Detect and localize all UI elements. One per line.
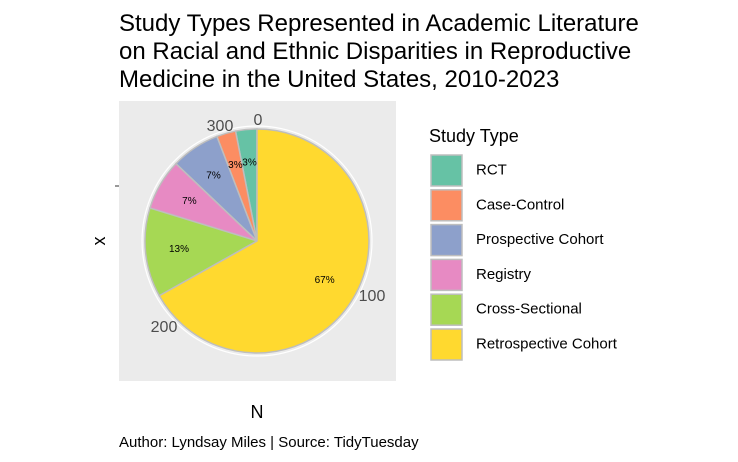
percent-labels: 3%3% 7% 7% 13% 67% (169, 158, 335, 287)
percent-label: 7% (182, 196, 197, 207)
legend-key (430, 328, 463, 361)
percent-label: 3% (228, 160, 243, 171)
legend: RCT Case-Control Prospective Cohort Registr… (430, 154, 618, 361)
legend-key (430, 258, 463, 292)
y-axis-label: x (89, 237, 109, 246)
pie-slice-cross-sectional (144, 207, 259, 297)
caption: Author: Lyndsay Miles | Source: TidyTues… (119, 434, 419, 451)
percent-label: 67% (315, 275, 335, 286)
chart-title-line-2: on Racial and Ethnic Disparities in Repr… (119, 38, 631, 65)
pie-slices (144, 128, 370, 354)
legend-label: Registry (476, 266, 532, 283)
chart-title-line-1: Study Types Represented in Academic Lite… (119, 10, 639, 37)
legend-label: Prospective Cohort (476, 231, 604, 248)
legend-label: Cross-Sectional (476, 301, 582, 318)
legend-key (430, 154, 463, 187)
chart-title-line-3: Medicine in the United States, 2010-2023 (119, 66, 559, 93)
pie-slice-retrospective-cohort (158, 128, 370, 354)
radial-gridline (141, 125, 373, 357)
legend-key (430, 223, 463, 257)
legend-label: Retrospective Cohort (476, 335, 618, 352)
legend-title: Study Type (429, 126, 519, 146)
percent-label: 13% (169, 244, 189, 255)
legend-label: RCT (476, 161, 507, 178)
radial-tick-300: 300 (207, 118, 234, 135)
percent-label: 7% (206, 170, 221, 181)
legend-key (430, 189, 463, 222)
radial-tick-200: 200 (151, 319, 178, 336)
x-axis-label: N (251, 402, 264, 422)
legend-key (430, 293, 463, 326)
radial-tick-0: 0 (254, 112, 263, 129)
legend-label: Case-Control (476, 196, 564, 213)
percent-label: 3% (242, 158, 257, 169)
radial-tick-100: 100 (359, 288, 386, 305)
